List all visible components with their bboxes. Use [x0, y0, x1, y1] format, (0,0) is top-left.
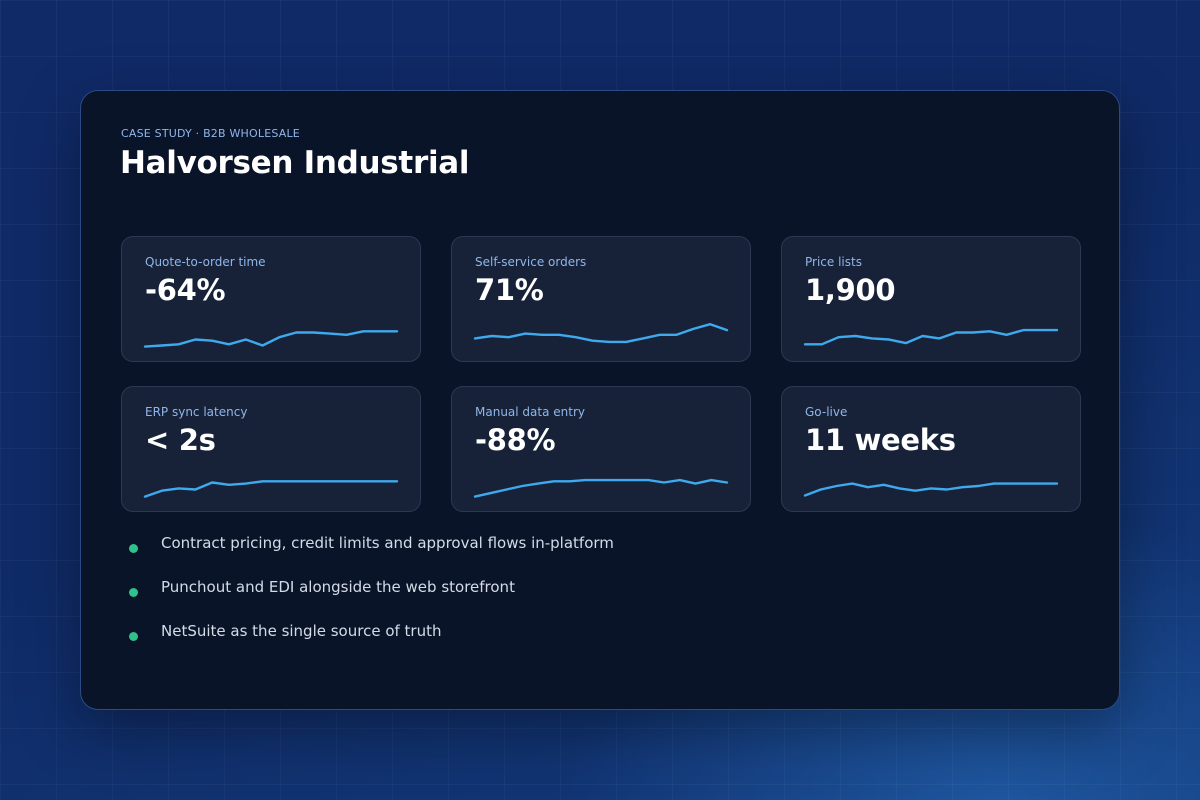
sparkline-series	[473, 323, 729, 344]
metric-card-self-service: Self-service orders 71%	[451, 236, 751, 362]
list-item: Contract pricing, credit limits and appr…	[129, 531, 614, 575]
metric-card-go-live: Go-live 11 weeks	[781, 386, 1081, 512]
metric-value: -88%	[475, 423, 556, 457]
sparkline	[473, 323, 729, 344]
bullet-text: NetSuite as the single source of truth	[161, 622, 442, 640]
bullet-dot-icon	[129, 632, 138, 641]
sparkline	[803, 328, 1059, 346]
sparkline-series	[143, 330, 399, 348]
metric-label: Go-live	[805, 405, 848, 419]
list-item: Punchout and EDI alongside the web store…	[129, 575, 614, 619]
bullet-dot-icon	[129, 544, 138, 553]
sparkline	[473, 478, 729, 498]
metric-card-price-lists: Price lists 1,900	[781, 236, 1081, 362]
metric-label: Manual data entry	[475, 405, 585, 419]
page-title: Halvorsen Industrial	[120, 145, 470, 181]
metric-value: -64%	[145, 273, 226, 307]
metric-label: Self-service orders	[475, 255, 587, 269]
metric-label: Quote-to-order time	[145, 255, 266, 269]
metric-card-manual-entry: Manual data entry -88%	[451, 386, 751, 512]
metric-value: < 2s	[145, 423, 216, 457]
eyebrow-label: CASE STUDY · B2B WHOLESALE	[121, 127, 300, 140]
metric-card-quote-to-order: Quote-to-order time -64%	[121, 236, 421, 362]
metric-label: Price lists	[805, 255, 862, 269]
metric-card-erp-sync: ERP sync latency < 2s	[121, 386, 421, 512]
bullet-text: Punchout and EDI alongside the web store…	[161, 578, 515, 596]
sparkline	[143, 330, 399, 348]
metrics-grid: Quote-to-order time -64% Self-service or…	[121, 236, 1081, 512]
sparkline-series	[143, 480, 399, 498]
sparkline-series	[803, 482, 1059, 497]
metric-value: 71%	[475, 273, 544, 307]
sparkline	[803, 482, 1059, 497]
metric-value: 1,900	[805, 273, 896, 307]
metric-value: 11 weeks	[805, 423, 956, 457]
bullet-dot-icon	[129, 588, 138, 597]
sparkline	[143, 480, 399, 498]
sparkline-series	[473, 478, 729, 498]
case-study-card: CASE STUDY · B2B WHOLESALE Halvorsen Ind…	[80, 90, 1120, 710]
bullet-text: Contract pricing, credit limits and appr…	[161, 534, 614, 552]
highlights-list: Contract pricing, credit limits and appr…	[129, 531, 614, 663]
list-item: NetSuite as the single source of truth	[129, 619, 614, 663]
metric-label: ERP sync latency	[145, 405, 248, 419]
sparkline-series	[803, 328, 1059, 346]
